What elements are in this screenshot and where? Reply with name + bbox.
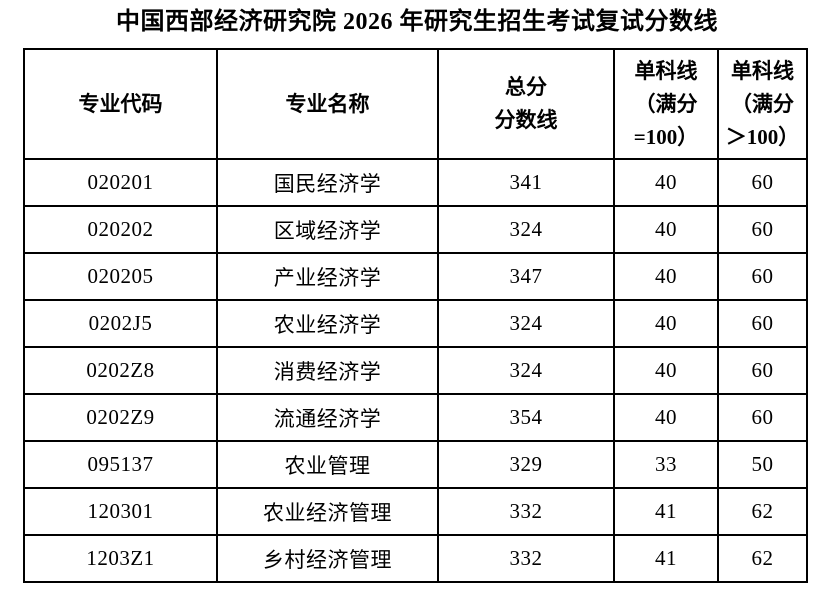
table-cell: 324: [437, 346, 615, 395]
table-cell: 50: [717, 440, 808, 489]
table-cell: 60: [717, 299, 808, 348]
table-row: 1203Z1 乡村经济管理 332 41 62: [23, 534, 808, 583]
table-cell: 33: [613, 440, 719, 489]
table-cell: 1203Z1: [23, 534, 218, 583]
table-row: 0202Z8 消费经济学 324 40 60: [23, 346, 808, 395]
table-cell: 0202Z8: [23, 346, 218, 395]
table-cell: 020202: [23, 205, 218, 254]
table-cell: 40: [613, 252, 719, 301]
score-table-body: 020201 国民经济学 341 40 60 020202 区域经济学 324 40 60 0202…: [23, 158, 808, 583]
score-table-header: 专业代码 专业名称 总分 分数线 单科线 （满分 =100） 单科线 （满分 ＞…: [23, 48, 808, 160]
table-cell: 流通经济学: [216, 393, 439, 442]
column-header-major-code: 专业代码: [23, 48, 218, 160]
column-header-total-score: 总分 分数线: [437, 48, 615, 160]
table-cell: 341: [437, 158, 615, 207]
table-cell: 329: [437, 440, 615, 489]
table-row: 095137 农业管理 329 33 50: [23, 440, 808, 489]
table-cell: 324: [437, 299, 615, 348]
table-cell: 62: [717, 534, 808, 583]
table-cell: 国民经济学: [216, 158, 439, 207]
table-cell: 60: [717, 158, 808, 207]
table-cell: 产业经济学: [216, 252, 439, 301]
table-cell: 62: [717, 487, 808, 536]
table-cell: 60: [717, 393, 808, 442]
table-cell: 40: [613, 299, 719, 348]
table-cell: 41: [613, 487, 719, 536]
table-cell: 354: [437, 393, 615, 442]
table-cell: 324: [437, 205, 615, 254]
table-cell: 农业经济学: [216, 299, 439, 348]
table-cell: 60: [717, 205, 808, 254]
column-header-single-gt100: 单科线 （满分 ＞100）: [717, 48, 808, 160]
table-cell: 020205: [23, 252, 218, 301]
table-cell: 40: [613, 205, 719, 254]
table-cell: 332: [437, 487, 615, 536]
table-cell: 40: [613, 393, 719, 442]
table-row: 020205 产业经济学 347 40 60: [23, 252, 808, 301]
score-table: 专业代码 专业名称 总分 分数线 单科线 （满分 =100） 单科线 （满分 ＞…: [23, 48, 808, 583]
table-cell: 095137: [23, 440, 218, 489]
table-cell: 农业经济管理: [216, 487, 439, 536]
table-row: 0202J5 农业经济学 324 40 60: [23, 299, 808, 348]
table-cell: 40: [613, 346, 719, 395]
table-cell: 347: [437, 252, 615, 301]
table-cell: 农业管理: [216, 440, 439, 489]
table-cell: 消费经济学: [216, 346, 439, 395]
document-title: 中国西部经济研究院 2026 年研究生招生考试复试分数线: [116, 9, 718, 35]
header-row: 专业代码 专业名称 总分 分数线 单科线 （满分 =100） 单科线 （满分 ＞…: [23, 48, 808, 160]
table-cell: 区域经济学: [216, 205, 439, 254]
table-cell: 41: [613, 534, 719, 583]
table-row: 0202Z9 流通经济学 354 40 60: [23, 393, 808, 442]
table-cell: 60: [717, 346, 808, 395]
table-cell: 120301: [23, 487, 218, 536]
table-cell: 0202J5: [23, 299, 218, 348]
table-row: 020202 区域经济学 324 40 60: [23, 205, 808, 254]
column-header-single-100: 单科线 （满分 =100）: [613, 48, 719, 160]
table-row: 020201 国民经济学 341 40 60: [23, 158, 808, 207]
table-cell: 40: [613, 158, 719, 207]
table-cell: 0202Z9: [23, 393, 218, 442]
table-cell: 乡村经济管理: [216, 534, 439, 583]
table-row: 120301 农业经济管理 332 41 62: [23, 487, 808, 536]
column-header-major-name: 专业名称: [216, 48, 439, 160]
table-cell: 60: [717, 252, 808, 301]
table-cell: 332: [437, 534, 615, 583]
table-cell: 020201: [23, 158, 218, 207]
